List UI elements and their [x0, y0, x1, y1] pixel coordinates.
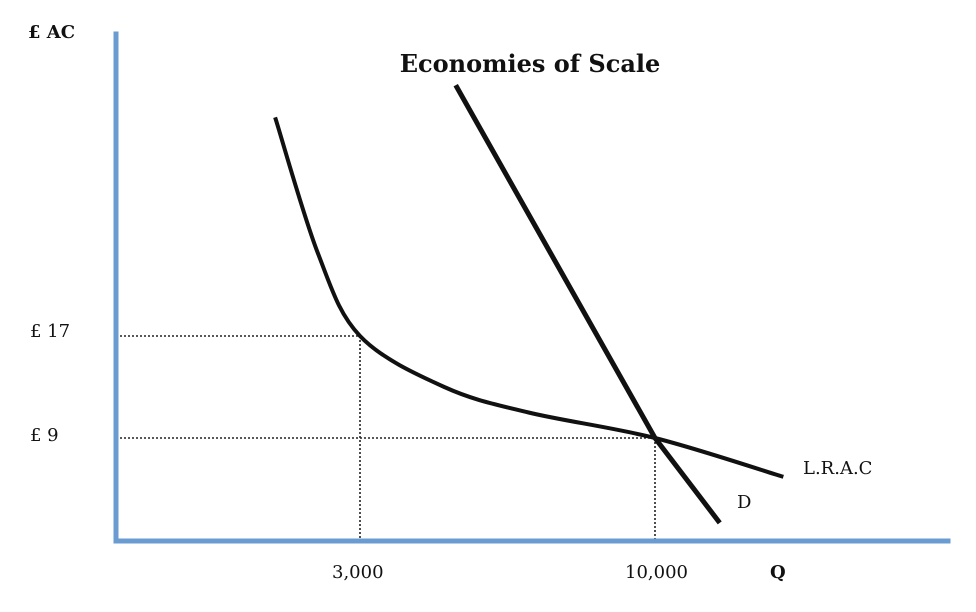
y-tick-label-9: £ 9: [30, 425, 59, 446]
y-axis-label: £ AC: [28, 22, 75, 43]
demand-curve: [453, 83, 722, 525]
curves: [273, 83, 784, 525]
x-tick-label-10000: 10,000: [625, 562, 688, 583]
y-tick-label-17: £ 17: [30, 321, 70, 342]
lrac-curve-label: L.R.A.C: [803, 458, 872, 479]
x-tick-label-3000: 3,000: [332, 562, 384, 583]
lrac-curve: [273, 116, 784, 479]
x-axis-label: Q: [770, 562, 786, 583]
guide-lines: [116, 335, 656, 541]
demand-curve-label: D: [737, 492, 751, 513]
chart-title: Economies of Scale: [400, 49, 661, 78]
